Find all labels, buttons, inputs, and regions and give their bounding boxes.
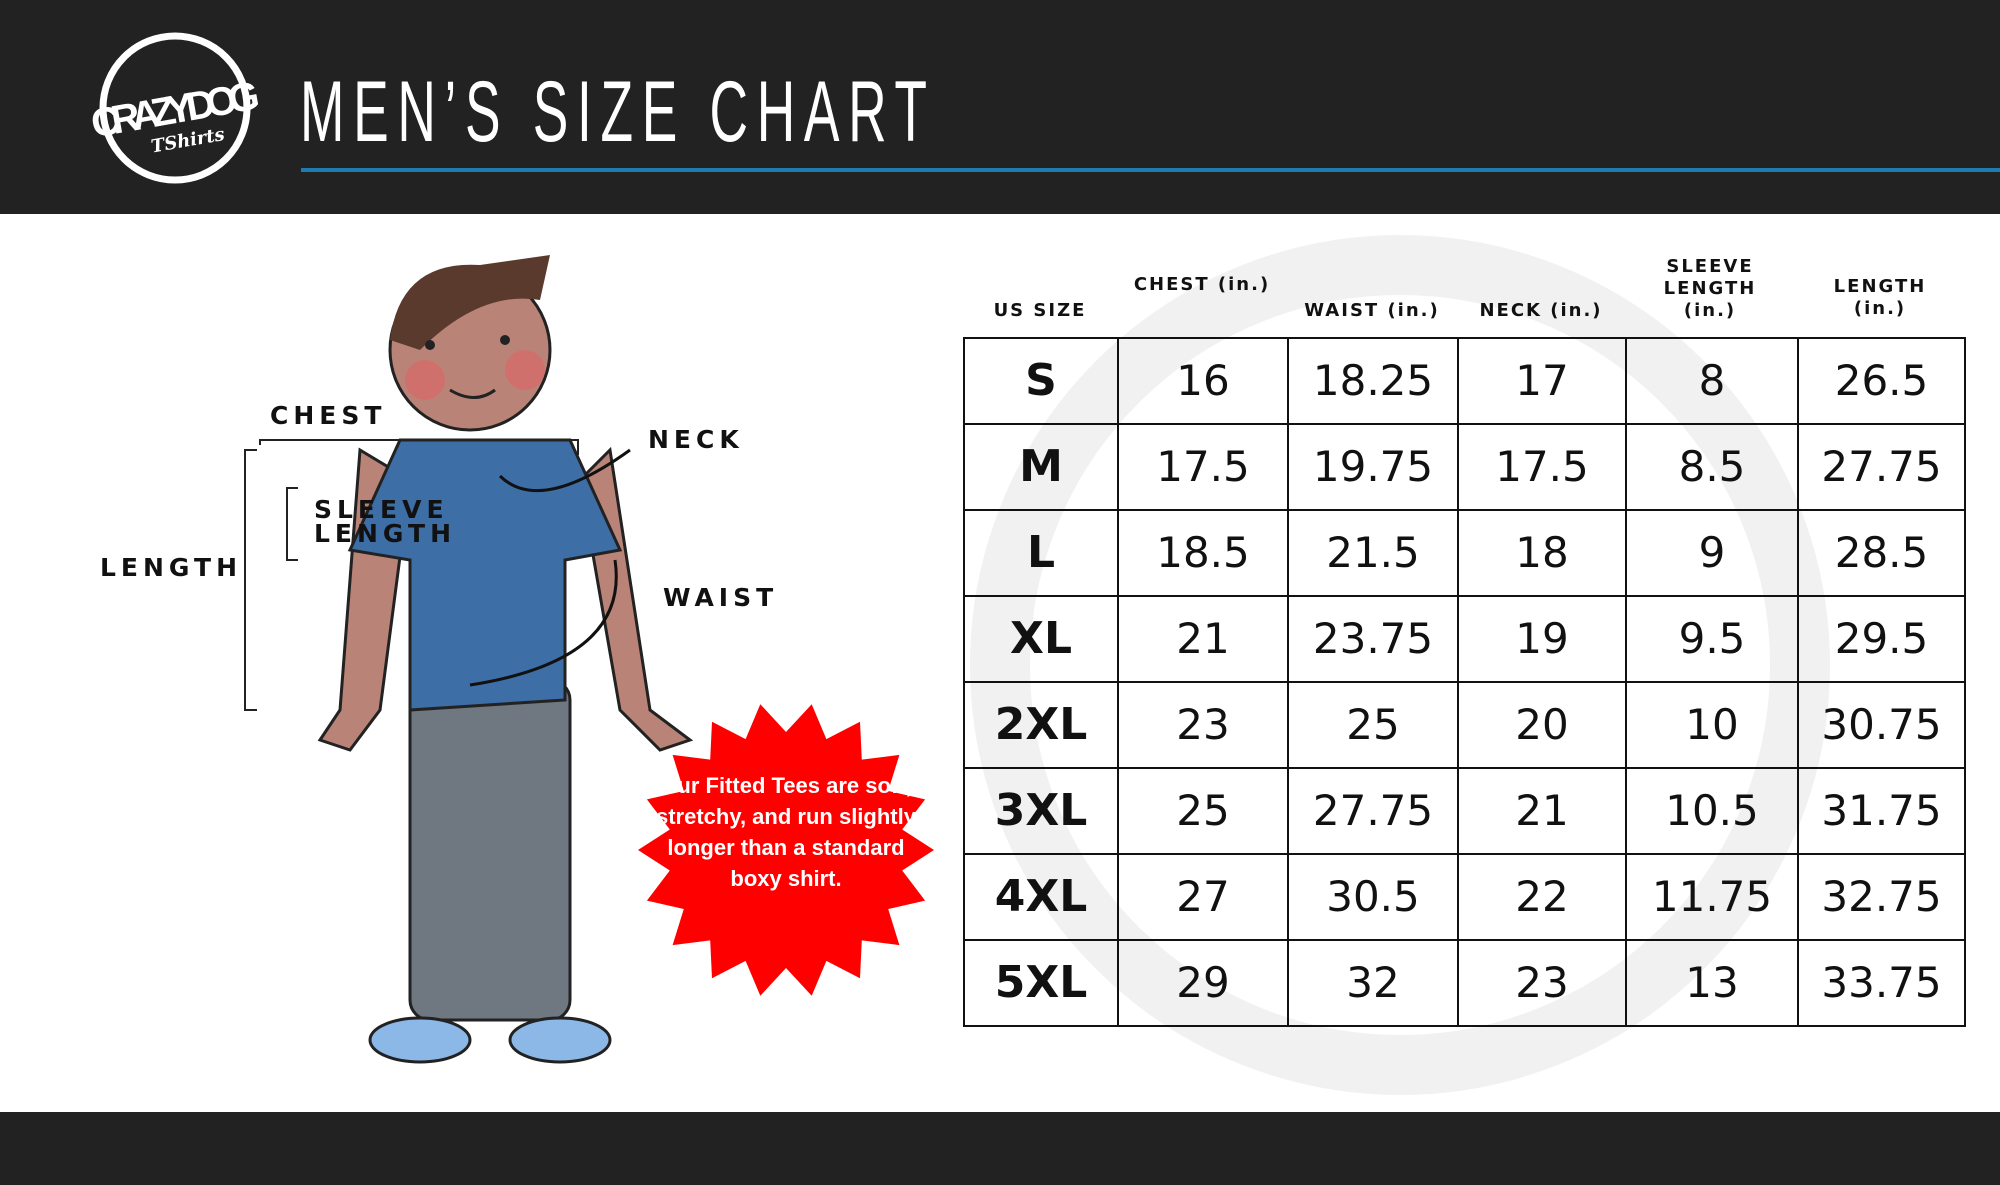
size-cell: 3XL bbox=[963, 767, 1119, 855]
title-underline bbox=[301, 168, 2000, 172]
crazy-dog-logo: CRAZY DOG TShirts bbox=[88, 32, 263, 184]
measurement-cell: 25 bbox=[1117, 767, 1289, 855]
measurement-cell: 28.5 bbox=[1797, 509, 1966, 597]
measurement-cell: 25 bbox=[1287, 681, 1459, 769]
measurement-cell: 19 bbox=[1457, 595, 1627, 683]
table-row: S 16 18.25 17 8 26.5 bbox=[963, 337, 1966, 425]
table-row: 2XL 23 25 20 10 30.75 bbox=[963, 681, 1966, 769]
measurement-cell: 13 bbox=[1625, 939, 1799, 1027]
size-cell: M bbox=[963, 423, 1119, 511]
size-cell: 2XL bbox=[963, 681, 1119, 769]
chest-label: CHEST bbox=[270, 401, 387, 430]
measurement-cell: 30.75 bbox=[1797, 681, 1966, 769]
measurement-cell: 11.75 bbox=[1625, 853, 1799, 941]
measurement-cell: 33.75 bbox=[1797, 939, 1966, 1027]
table-row: L 18.5 21.5 18 9 28.5 bbox=[963, 509, 1966, 597]
measurement-cell: 10.5 bbox=[1625, 767, 1799, 855]
measurement-cell: 29 bbox=[1117, 939, 1289, 1027]
measurement-cell: 32.75 bbox=[1797, 853, 1966, 941]
measurement-cell: 20 bbox=[1457, 681, 1627, 769]
measurement-cell: 10 bbox=[1625, 681, 1799, 769]
measurement-cell: 22 bbox=[1457, 853, 1627, 941]
measurement-cell: 27 bbox=[1117, 853, 1289, 941]
measurement-cell: 27.75 bbox=[1797, 423, 1966, 511]
measurement-cell: 9 bbox=[1625, 509, 1799, 597]
boy-illustration bbox=[244, 255, 694, 1064]
size-cell: L bbox=[963, 509, 1119, 597]
measurement-cell: 23 bbox=[1457, 939, 1627, 1027]
size-cell: 4XL bbox=[963, 853, 1119, 941]
measurement-cell: 31.75 bbox=[1797, 767, 1966, 855]
page-title: MEN’S SIZE CHART bbox=[300, 64, 936, 160]
header-chest: CHEST (in.) bbox=[1133, 274, 1271, 295]
table-row: 4XL 27 30.5 22 11.75 32.75 bbox=[963, 853, 1966, 941]
header-length: LENGTH (in.) bbox=[1833, 276, 1927, 319]
header-us-size: US SIZE bbox=[993, 300, 1087, 321]
measurement-cell: 17 bbox=[1457, 337, 1627, 425]
sleeve-length-label: SLEEVE LENGTH bbox=[314, 495, 456, 548]
measurement-cell: 19.75 bbox=[1287, 423, 1459, 511]
measurement-cell: 17.5 bbox=[1117, 423, 1289, 511]
footer-bar bbox=[0, 1112, 2000, 1185]
measurement-cell: 18.5 bbox=[1117, 509, 1289, 597]
table-row: 5XL 29 32 23 13 33.75 bbox=[963, 939, 1966, 1027]
table-row: 3XL 25 27.75 21 10.5 31.75 bbox=[963, 767, 1966, 855]
waist-label: WAIST bbox=[663, 583, 779, 612]
measurement-cell: 8.5 bbox=[1625, 423, 1799, 511]
measurement-cell: 18.25 bbox=[1287, 337, 1459, 425]
fitted-tees-note: Our Fitted Tees are soft, stretchy, and … bbox=[656, 773, 916, 891]
starburst-badge bbox=[638, 704, 934, 996]
neck-label: NECK bbox=[648, 425, 744, 454]
header bbox=[0, 0, 2000, 214]
measurement-cell: 17.5 bbox=[1457, 423, 1627, 511]
size-cell: S bbox=[963, 337, 1119, 425]
header-waist: WAIST (in.) bbox=[1304, 300, 1440, 321]
size-table: S 16 18.25 17 8 26.5 M 17.5 19.75 17.5 8.5 27.75 L 18… bbox=[963, 337, 1966, 1027]
size-cell: 5XL bbox=[963, 939, 1119, 1027]
header-sleeve-length: SLEEVE LENGTH (in.) bbox=[1663, 256, 1757, 321]
length-label: LENGTH bbox=[100, 553, 242, 582]
size-cell: XL bbox=[963, 595, 1119, 683]
measurement-cell: 8 bbox=[1625, 337, 1799, 425]
header-neck: NECK (in.) bbox=[1479, 300, 1603, 321]
measurement-cell: 21 bbox=[1457, 767, 1627, 855]
table-row: M 17.5 19.75 17.5 8.5 27.75 bbox=[963, 423, 1966, 511]
measurement-cell: 23.75 bbox=[1287, 595, 1459, 683]
measurement-cell: 9.5 bbox=[1625, 595, 1799, 683]
measurement-cell: 23 bbox=[1117, 681, 1289, 769]
measurement-cell: 30.5 bbox=[1287, 853, 1459, 941]
measurement-cell: 16 bbox=[1117, 337, 1289, 425]
measurement-cell: 32 bbox=[1287, 939, 1459, 1027]
measurement-cell: 29.5 bbox=[1797, 595, 1966, 683]
measurement-cell: 21 bbox=[1117, 595, 1289, 683]
measurement-cell: 26.5 bbox=[1797, 337, 1966, 425]
measurement-cell: 21.5 bbox=[1287, 509, 1459, 597]
table-row: XL 21 23.75 19 9.5 29.5 bbox=[963, 595, 1966, 683]
measurement-cell: 27.75 bbox=[1287, 767, 1459, 855]
measurement-cell: 18 bbox=[1457, 509, 1627, 597]
